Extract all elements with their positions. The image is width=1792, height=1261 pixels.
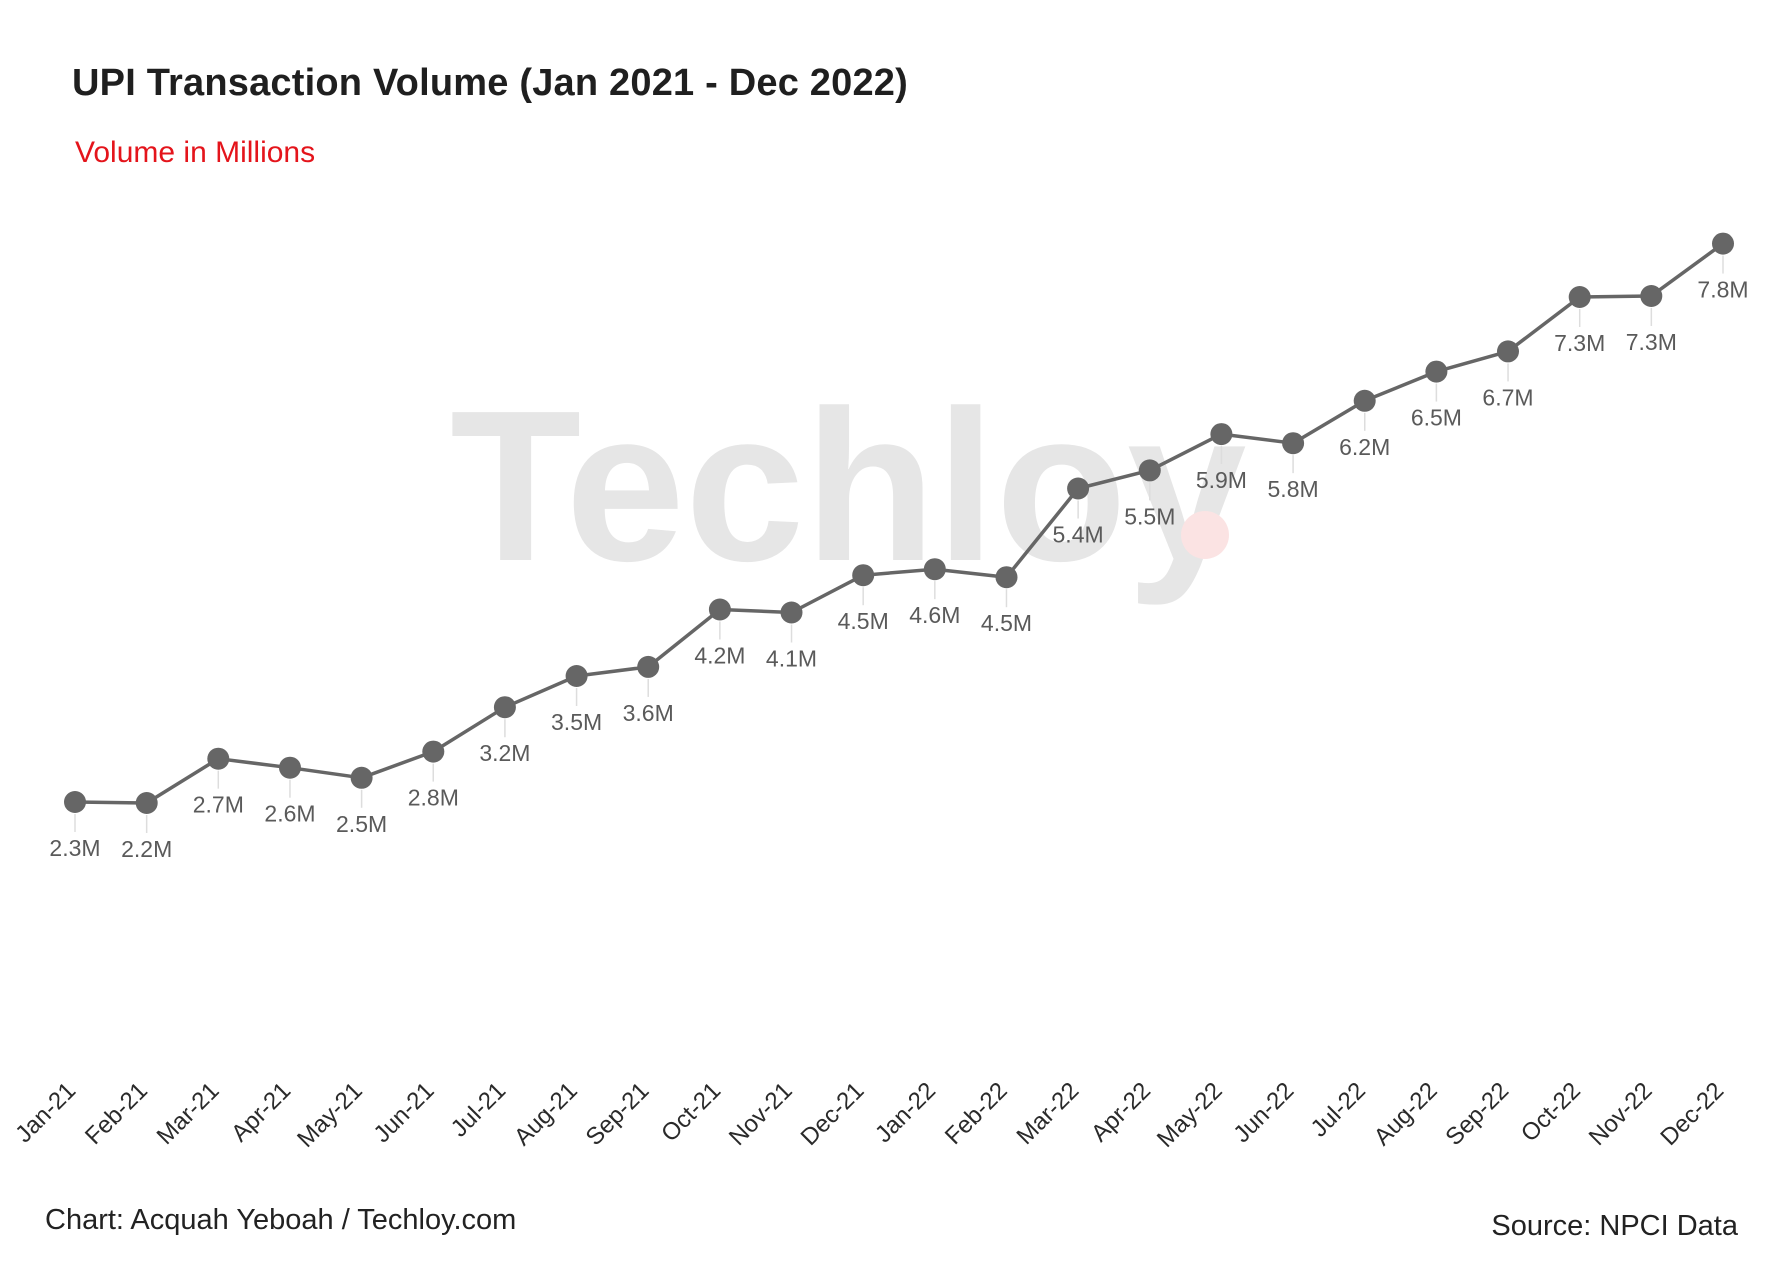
data-point-feb-22[interactable] bbox=[995, 566, 1018, 589]
data-points bbox=[64, 232, 1734, 814]
x-tick-jan-21: Jan-21 bbox=[10, 1077, 81, 1148]
data-point-dec-21[interactable] bbox=[852, 564, 875, 587]
data-point-aug-21[interactable] bbox=[565, 665, 588, 687]
watermark-dot bbox=[1181, 511, 1229, 559]
data-point-feb-21[interactable] bbox=[135, 792, 158, 814]
data-label-feb-22: 4.5M bbox=[981, 610, 1032, 636]
x-tick-jun-22: Jun-22 bbox=[1228, 1077, 1299, 1148]
data-label-oct-21: 4.2M bbox=[694, 643, 745, 669]
data-label-jul-22: 6.2M bbox=[1339, 434, 1390, 460]
data-point-jan-21[interactable] bbox=[64, 791, 86, 813]
leader-lines bbox=[74, 255, 1724, 834]
watermark-text: Techloy bbox=[450, 365, 1247, 606]
x-tick-sep-21: Sep-21 bbox=[581, 1077, 655, 1151]
data-point-may-22[interactable] bbox=[1210, 423, 1233, 446]
data-point-jun-21[interactable] bbox=[422, 740, 445, 763]
x-tick-feb-21: Feb-21 bbox=[80, 1077, 153, 1150]
x-tick-oct-21: Oct-21 bbox=[656, 1077, 726, 1147]
data-label-nov-22: 7.3M bbox=[1626, 329, 1677, 355]
x-tick-dec-21: Dec-21 bbox=[796, 1077, 870, 1151]
data-labels: 2.3M 2.2M 2.7M 2.6M 2.5M 2.8M 3.2M 3.5M 3.6M 4.2M… bbox=[49, 277, 1748, 862]
x-tick-jul-21: Jul-21 bbox=[446, 1077, 511, 1142]
data-label-sep-22: 6.7M bbox=[1482, 384, 1533, 410]
data-label-oct-22: 7.3M bbox=[1554, 330, 1605, 356]
x-tick-jun-21: Jun-21 bbox=[369, 1077, 440, 1148]
data-label-jan-21: 2.3M bbox=[49, 835, 100, 861]
data-point-apr-22[interactable] bbox=[1138, 459, 1161, 482]
data-point-nov-21[interactable] bbox=[780, 601, 803, 624]
watermark: Techloy bbox=[450, 365, 1247, 606]
x-tick-nov-22: Nov-22 bbox=[1584, 1077, 1658, 1151]
data-source: Source: NPCI Data bbox=[1491, 1210, 1738, 1242]
x-tick-apr-22: Apr-22 bbox=[1086, 1077, 1156, 1147]
data-point-sep-21[interactable] bbox=[637, 655, 660, 678]
data-label-feb-21: 2.2M bbox=[121, 836, 172, 862]
chart-credit: Chart: Acquah Yeboah / Techloy.com bbox=[45, 1204, 517, 1236]
chart-subtitle: Volume in Millions bbox=[75, 136, 316, 169]
data-label-aug-22: 6.5M bbox=[1411, 405, 1462, 431]
data-label-jun-21: 2.8M bbox=[408, 785, 459, 811]
data-label-sep-21: 3.6M bbox=[623, 700, 674, 726]
x-tick-nov-21: Nov-21 bbox=[724, 1077, 798, 1151]
data-point-mar-21[interactable] bbox=[207, 747, 230, 770]
data-label-dec-22: 7.8M bbox=[1697, 277, 1748, 303]
x-tick-feb-22: Feb-22 bbox=[940, 1077, 1013, 1150]
x-tick-aug-22: Aug-22 bbox=[1369, 1077, 1443, 1151]
data-point-jun-22[interactable] bbox=[1282, 432, 1305, 455]
data-point-jul-21[interactable] bbox=[493, 696, 516, 719]
data-label-dec-21: 4.5M bbox=[838, 608, 889, 634]
x-tick-aug-21: Aug-21 bbox=[509, 1077, 583, 1151]
data-point-oct-22[interactable] bbox=[1568, 286, 1591, 308]
data-point-may-21[interactable] bbox=[350, 766, 373, 789]
data-point-nov-22[interactable] bbox=[1640, 285, 1663, 307]
data-point-dec-22[interactable] bbox=[1712, 232, 1734, 255]
x-tick-mar-22: Mar-22 bbox=[1011, 1077, 1084, 1150]
data-label-jun-22: 5.8M bbox=[1268, 476, 1319, 502]
data-label-mar-21: 2.7M bbox=[193, 792, 244, 818]
data-label-nov-21: 4.1M bbox=[766, 646, 817, 672]
data-point-oct-21[interactable] bbox=[708, 598, 731, 621]
data-point-aug-22[interactable] bbox=[1425, 360, 1448, 383]
data-label-may-22: 5.9M bbox=[1196, 467, 1247, 493]
chart-title: UPI Transaction Volume (Jan 2021 - Dec 2… bbox=[72, 62, 908, 104]
data-point-apr-21[interactable] bbox=[279, 756, 301, 779]
data-label-jan-22: 4.6M bbox=[909, 602, 960, 628]
x-tick-jan-22: Jan-22 bbox=[870, 1077, 941, 1148]
data-label-apr-21: 2.6M bbox=[264, 801, 315, 827]
data-point-sep-22[interactable] bbox=[1497, 340, 1519, 363]
x-tick-may-21: May-21 bbox=[292, 1077, 368, 1153]
x-tick-apr-21: Apr-21 bbox=[226, 1077, 296, 1147]
data-label-may-21: 2.5M bbox=[336, 811, 387, 837]
data-point-jul-22[interactable] bbox=[1353, 389, 1376, 412]
x-tick-oct-22: Oct-22 bbox=[1516, 1077, 1586, 1147]
x-tick-jul-22: Jul-22 bbox=[1306, 1077, 1371, 1142]
series-line bbox=[74, 242, 1725, 805]
data-point-jan-22[interactable] bbox=[923, 558, 946, 581]
data-label-apr-22: 5.5M bbox=[1124, 503, 1175, 529]
data-label-aug-21: 3.5M bbox=[551, 709, 602, 735]
x-tick-sep-22: Sep-22 bbox=[1440, 1077, 1514, 1151]
data-label-jul-21: 3.2M bbox=[479, 740, 530, 766]
x-tick-dec-22: Dec-22 bbox=[1655, 1077, 1729, 1151]
data-label-mar-22: 5.4M bbox=[1053, 522, 1104, 548]
x-tick-may-22: May-22 bbox=[1152, 1077, 1228, 1153]
x-tick-mar-21: Mar-21 bbox=[152, 1077, 225, 1150]
data-point-mar-22[interactable] bbox=[1067, 477, 1090, 500]
